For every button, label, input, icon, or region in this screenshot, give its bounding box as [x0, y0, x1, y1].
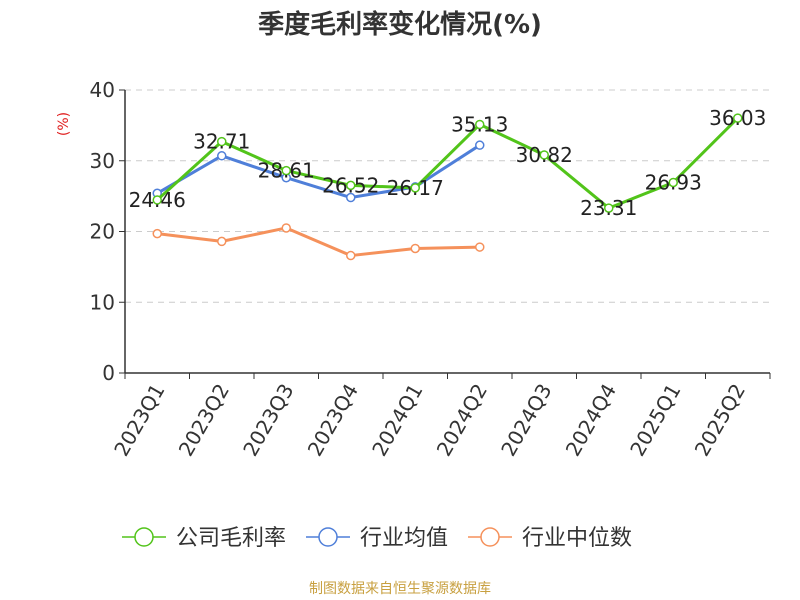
data-point: [410, 243, 420, 254]
x-tick-label: 2024Q1: [367, 380, 427, 461]
data-point: [217, 236, 227, 247]
x-tick-label: 2024Q4: [561, 380, 621, 461]
y-tick-label: 30: [90, 149, 115, 173]
data-point: [733, 113, 743, 123]
data-point: [475, 242, 485, 252]
data-point: [346, 250, 356, 261]
data-label: 26.17: [387, 176, 444, 200]
legend-marker: [318, 527, 338, 547]
data-point: [539, 150, 549, 160]
y-axis-label: (%): [56, 112, 72, 136]
data-point: [668, 177, 678, 188]
x-tick-label: 2024Q2: [432, 380, 492, 461]
data-point: [346, 192, 356, 203]
data-point: [475, 119, 485, 130]
legend-label: 行业均值: [360, 526, 448, 551]
y-tick-label: 40: [90, 78, 115, 102]
x-tick-label: 2025Q2: [690, 380, 750, 461]
data-point: [475, 140, 485, 150]
y-tick-label: 10: [90, 290, 115, 314]
data-point: [410, 183, 420, 193]
y-tick-label: 20: [90, 220, 115, 244]
data-label: 30.82: [516, 143, 573, 167]
data-point: [152, 228, 162, 239]
series-line: [157, 226, 480, 258]
x-tick-label: 2024Q3: [496, 380, 556, 461]
data-label: 24.46: [129, 188, 186, 212]
legend-marker: [134, 527, 154, 547]
legend-label: 公司毛利率: [176, 526, 286, 551]
data-point: [604, 203, 614, 213]
data-point: [281, 223, 291, 233]
series-line: [156, 117, 739, 210]
legend-label: 行业中位数: [522, 526, 632, 551]
chart-title: 季度毛利率变化情况(%): [258, 10, 542, 40]
y-tick-label: 0: [102, 361, 115, 385]
data-point: [152, 195, 162, 205]
x-tick-label: 2025Q1: [625, 380, 685, 461]
data-point: [217, 136, 227, 147]
data-label: 36.03: [709, 106, 766, 130]
x-tick-label: 2023Q1: [109, 380, 169, 461]
legend-marker: [480, 527, 500, 547]
data-point: [281, 165, 291, 176]
data-point: [346, 180, 356, 191]
data-label: 26.93: [645, 170, 702, 194]
series-line: [156, 143, 481, 200]
data-label: 35.13: [451, 112, 508, 136]
source-footer: 制图数据来自恒生聚源数据库: [309, 581, 491, 597]
x-tick-label: 2023Q2: [174, 380, 234, 461]
data-label: 28.61: [258, 159, 315, 183]
x-tick-label: 2023Q3: [238, 380, 298, 461]
data-point: [217, 151, 227, 161]
data-label: 32.71: [193, 130, 250, 154]
data-label: 23.31: [580, 196, 637, 220]
data-label: 26.52: [322, 173, 379, 197]
x-tick-label: 2023Q4: [303, 380, 363, 461]
